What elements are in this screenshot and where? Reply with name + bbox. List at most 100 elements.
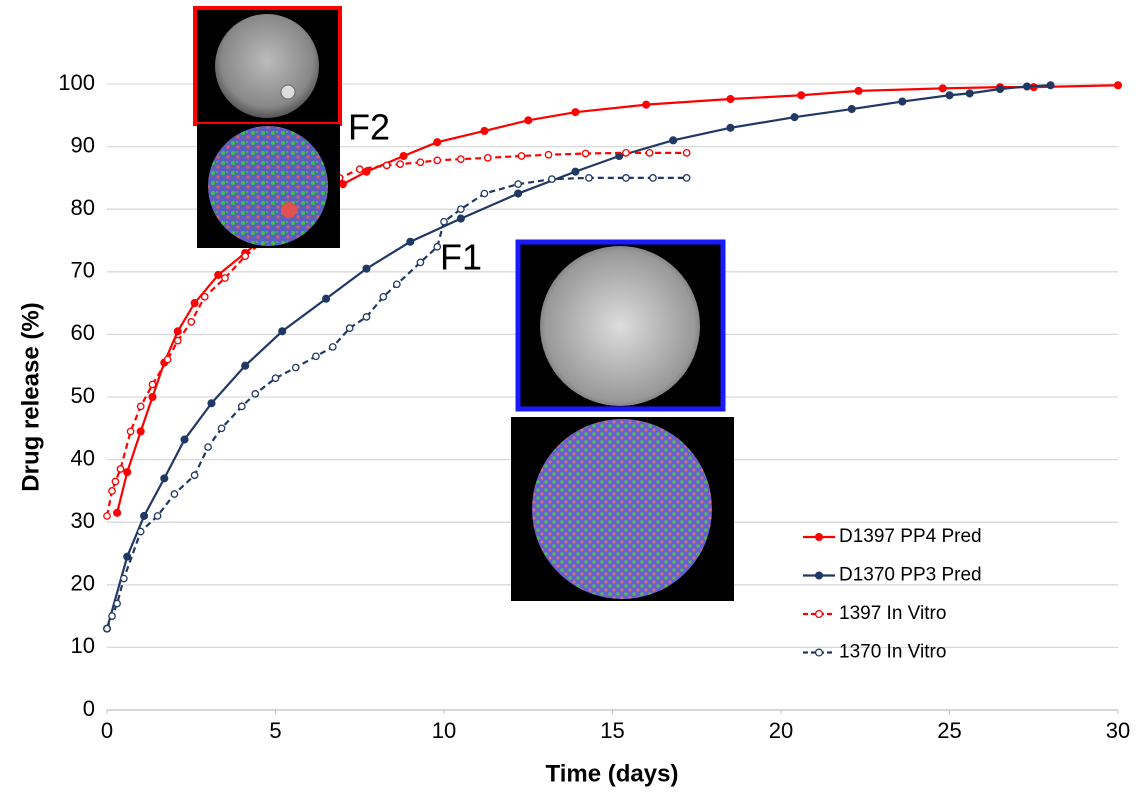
data-point: [153, 512, 162, 520]
data-point: [1022, 82, 1032, 91]
y-tick-label: 60: [71, 320, 95, 345]
data-point: [136, 527, 145, 536]
x-tick-label: 5: [269, 718, 281, 743]
data-point: [898, 97, 907, 106]
y-tick-label: 80: [71, 195, 95, 220]
data-point: [416, 258, 425, 267]
data-point: [362, 264, 371, 273]
x-tick-label: 20: [769, 718, 793, 743]
data-point: [278, 327, 287, 336]
data-point: [847, 104, 856, 114]
data-point: [669, 136, 678, 145]
data-point: [382, 161, 391, 170]
data-point: [965, 89, 974, 98]
y-tick-label: 100: [58, 70, 95, 95]
x-axis-title: Time (days): [546, 760, 679, 787]
x-tick-label: 15: [600, 718, 624, 743]
data-point: [416, 158, 425, 167]
image-f2: [193, 6, 342, 248]
data-point: [399, 151, 408, 161]
data-point: [517, 152, 526, 160]
data-point: [237, 402, 246, 411]
data-point: [136, 427, 145, 436]
data-point: [291, 363, 300, 372]
x-tick-label: 25: [937, 718, 961, 743]
data-point: [113, 599, 121, 608]
legend-marker: [814, 609, 824, 619]
data-point: [190, 471, 199, 480]
data-point: [241, 361, 250, 370]
legend-label: D1397 PP4 Pred: [839, 526, 982, 547]
y-tick-label: 50: [71, 383, 95, 408]
image-f1: [511, 239, 734, 601]
data-point: [345, 324, 354, 332]
data-point: [355, 165, 364, 173]
data-point: [338, 180, 347, 189]
data-point: [483, 154, 492, 162]
x-tick-label: 10: [432, 718, 456, 743]
y-tick-label: 30: [71, 508, 95, 533]
data-point: [622, 149, 630, 157]
data-point: [585, 174, 593, 182]
data-point: [173, 336, 182, 345]
data-point: [392, 280, 401, 289]
data-point: [945, 91, 954, 100]
data-point: [180, 435, 189, 444]
data-point: [456, 155, 465, 163]
data-point: [126, 427, 135, 436]
y-tick-label: 90: [71, 132, 95, 157]
y-tick-label: 20: [71, 571, 95, 596]
data-point: [456, 205, 465, 214]
x-tick-label: 30: [1106, 718, 1130, 743]
data-point: [217, 424, 226, 433]
data-point: [995, 84, 1005, 94]
data-point: [116, 465, 125, 473]
data-point: [547, 175, 556, 184]
data-point: [571, 167, 580, 176]
data-point: [221, 274, 229, 282]
data-point: [645, 149, 654, 157]
data-point: [241, 252, 250, 260]
legend-marker: [814, 648, 824, 657]
data-point: [480, 189, 489, 198]
data-point: [328, 343, 337, 351]
x-tick-label: 0: [101, 718, 113, 743]
data-point: [200, 292, 209, 301]
y-tick-label: 70: [71, 258, 95, 283]
data-point: [148, 392, 157, 402]
data-point: [136, 402, 145, 411]
data-point: [108, 612, 116, 620]
data-point: [581, 149, 590, 158]
data-point: [170, 490, 179, 498]
data-point: [123, 468, 132, 477]
data-point: [108, 487, 116, 495]
data-point: [440, 217, 448, 226]
data-point: [251, 390, 260, 398]
data-point: [854, 86, 863, 95]
y-tick-label: 0: [83, 696, 95, 721]
data-point: [312, 352, 320, 361]
data-point: [1046, 81, 1055, 90]
data-point: [433, 156, 442, 165]
data-point: [938, 84, 947, 93]
y-tick-label: 10: [71, 633, 95, 658]
data-point: [797, 91, 806, 100]
y-tick-label: 40: [71, 445, 95, 470]
data-point: [204, 443, 212, 451]
data-point: [207, 399, 216, 408]
data-point: [682, 174, 691, 182]
data-point: [790, 113, 799, 122]
legend-label: D1370 PP3 Pred: [839, 565, 982, 586]
legend-marker: [814, 571, 824, 580]
data-point: [160, 474, 169, 483]
data-point: [726, 123, 735, 132]
data-point: [148, 380, 157, 389]
data-point: [321, 294, 331, 303]
data-point: [514, 180, 522, 189]
data-point: [406, 237, 415, 246]
annotation: F1: [440, 237, 482, 278]
data-point: [103, 512, 111, 520]
data-point: [173, 327, 182, 336]
data-point: [682, 149, 691, 157]
